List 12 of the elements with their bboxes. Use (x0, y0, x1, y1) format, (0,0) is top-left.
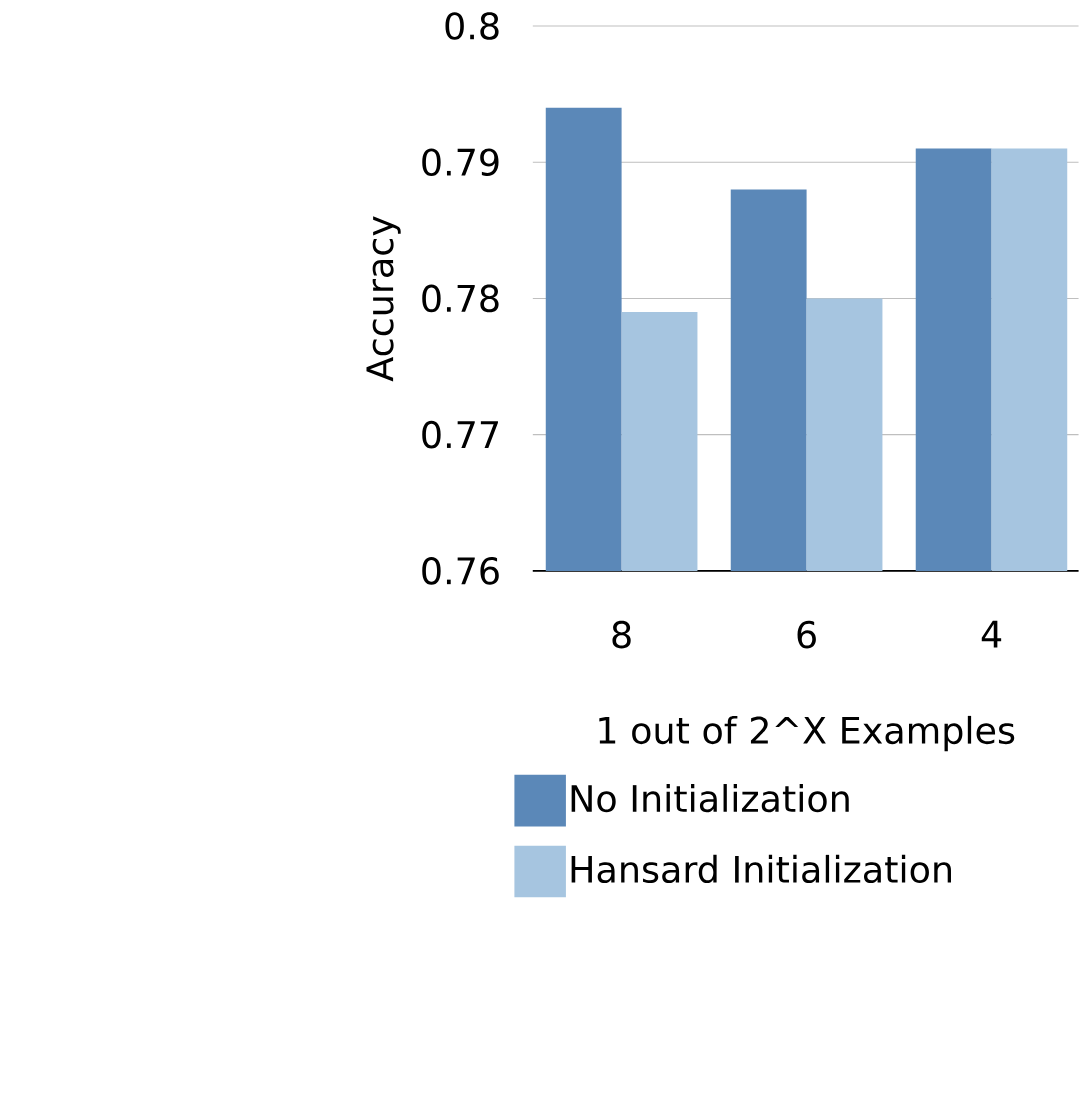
y-tick-label: 0.8 (445, 12, 499, 40)
y-tick-label: 0.77 (422, 420, 498, 449)
legend-label: No Initialization (571, 784, 849, 813)
y-tick-label: 0.79 (422, 148, 499, 176)
x-tick-label: 8 (612, 620, 631, 649)
x-axis-title: 1 out of 2^X Examples (599, 715, 1015, 752)
y-tick-label: 0.76 (422, 557, 499, 585)
x-tick-label: 4 (981, 620, 1001, 648)
x-tick-label: 6 (797, 620, 816, 649)
y-axis-title: Accuracy (366, 216, 401, 382)
y-tick-label: 0.78 (422, 284, 499, 313)
legend-label: Hansard Initialization (571, 854, 951, 884)
